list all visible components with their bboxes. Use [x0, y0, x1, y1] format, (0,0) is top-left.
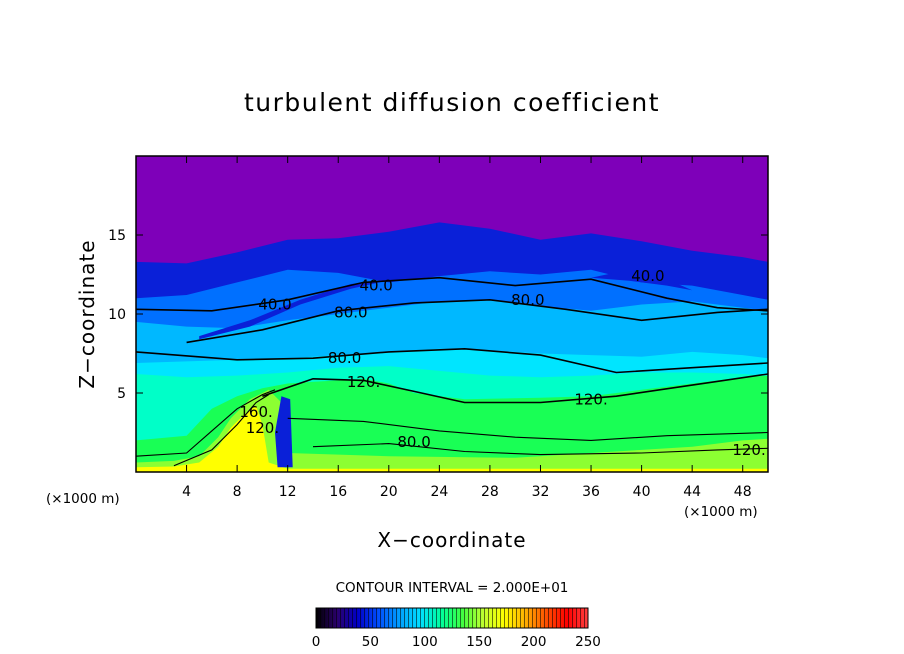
x-tick-label: 24 [430, 484, 448, 500]
contour-line [136, 389, 276, 457]
colorbar-tick-label: 100 [412, 634, 438, 650]
contour-bands [136, 222, 768, 472]
colorbar-tick-label: 250 [575, 634, 601, 650]
contour-label: 160. [239, 403, 272, 421]
colorbar-ticks: 0 50 100 150 200 250 [312, 634, 601, 650]
colorbar-hatching [316, 608, 588, 628]
contour-line [173, 394, 269, 467]
contour-label: 80.0 [397, 433, 430, 451]
y-tick-label: 5 [117, 386, 126, 402]
contour-label: 120. [574, 390, 607, 408]
y-tick-label: 15 [108, 228, 126, 244]
streak-dark-2 [591, 269, 693, 291]
colorbar-tick-label: 50 [362, 634, 379, 650]
colorbar-tick-label: 150 [466, 634, 492, 650]
contour-label: 40.0 [359, 277, 392, 295]
contour-label: 80.0 [334, 303, 367, 321]
x-axis-ticks: 4 8 12 16 20 24 28 32 36 40 44 48 [182, 156, 752, 500]
contour-label: 80.0 [511, 291, 544, 309]
colorbar-tick-label: 200 [521, 634, 547, 650]
contour-line [262, 373, 768, 404]
contour-label: 40.0 [258, 296, 291, 314]
x-tick-label: 12 [279, 484, 297, 500]
contour-line [287, 417, 768, 441]
contour-line [312, 443, 768, 456]
x-tick-label: 40 [633, 484, 651, 500]
contour-line [186, 298, 768, 344]
contour-line [136, 347, 768, 374]
x-axis-label: X−coordinate [377, 528, 526, 552]
x-tick-label: 20 [380, 484, 398, 500]
contour-label: 120. [347, 373, 380, 391]
x-tick-label: 32 [532, 484, 550, 500]
contour-labels: 40.0 40.0 80.0 80.0 40.0 80.0 120. 120. 80.0 120.… [239, 267, 765, 459]
x-tick-label: 44 [683, 484, 701, 500]
x-tick-label: 36 [582, 484, 600, 500]
streak-dark-1 [199, 277, 402, 340]
contour-lines [136, 276, 768, 467]
x-tick-label: 8 [233, 484, 242, 500]
contour-label: 40.0 [631, 267, 664, 285]
plot-area [136, 156, 768, 472]
streak-dark-3 [275, 396, 293, 468]
band-yellow [136, 405, 768, 472]
contour-line [136, 276, 768, 312]
contour-label: 120. [246, 419, 279, 437]
x-unit-right: (×1000 m) [684, 504, 758, 520]
x-tick-label: 48 [734, 484, 752, 500]
y-axis-label: Z−coordinate [75, 239, 99, 388]
contour-label: 80.0 [328, 349, 361, 367]
x-tick-label: 16 [329, 484, 347, 500]
colorbar-tick-label: 0 [312, 634, 321, 650]
chart-title: turbulent diffusion coefficient [244, 88, 660, 117]
y-axis-ticks: 5 10 15 [108, 228, 768, 402]
x-tick-label: 4 [182, 484, 191, 500]
contour-interval-note: CONTOUR INTERVAL = 2.000E+01 [336, 580, 569, 596]
contour-label: 120. [732, 441, 765, 459]
band-green [136, 375, 768, 472]
x-tick-label: 28 [481, 484, 499, 500]
x-unit-left: (×1000 m) [46, 491, 120, 507]
y-tick-label: 10 [108, 307, 126, 323]
